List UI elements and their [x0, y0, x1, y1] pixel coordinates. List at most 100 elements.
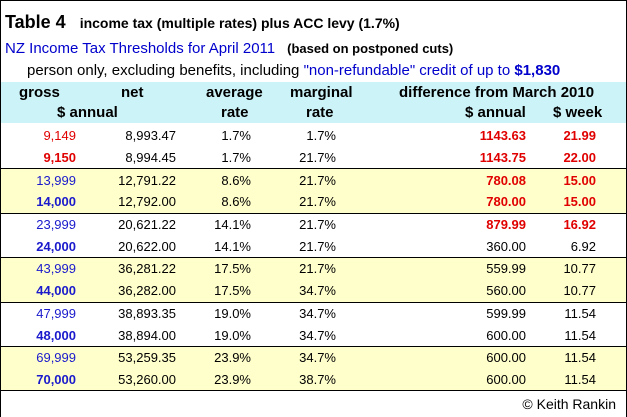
cell-gross: 9,150 — [1, 146, 76, 169]
cell-pad — [596, 191, 626, 214]
cell-average-rate: 19.0% — [176, 324, 251, 347]
table-subtitle: NZ Income Tax Thresholds for April 2011 — [5, 40, 276, 57]
cell-gross: 13,999 — [1, 168, 76, 192]
cell-diff-week: 10.77 — [526, 279, 596, 302]
cell-average-rate: 14.1% — [176, 212, 251, 236]
cell-diff-week: 15.00 — [526, 168, 596, 192]
header-marginal: marginal — [290, 84, 353, 101]
cell-pad — [596, 235, 626, 258]
cell-gross: 9,149 — [1, 125, 76, 147]
cell-diff-annual: 600.00 — [336, 368, 526, 391]
table-row: 9,150 8,994.45 1.7% 21.7% 1143.75 22.00 — [1, 146, 626, 169]
cell-net: 12,792.00 — [76, 191, 176, 214]
cell-marginal-rate: 21.7% — [251, 235, 336, 258]
cell-average-rate: 17.5% — [176, 257, 251, 280]
cell-diff-annual: 780.00 — [336, 191, 526, 214]
cell-diff-week: 16.92 — [526, 212, 596, 236]
cell-marginal-rate: 34.7% — [251, 301, 336, 325]
cell-diff-week: 11.54 — [526, 301, 596, 325]
cell-diff-annual: 879.99 — [336, 212, 526, 236]
cell-pad — [596, 212, 626, 236]
cell-diff-annual: 1143.75 — [336, 146, 526, 169]
cell-net: 38,893.35 — [76, 301, 176, 325]
table-row: 44,000 36,282.00 17.5% 34.7% 560.00 10.7… — [1, 279, 626, 302]
cell-average-rate: 8.6% — [176, 191, 251, 214]
cell-diff-week: 11.54 — [526, 368, 596, 391]
column-header: gross net $ annual average rate marginal… — [1, 82, 626, 123]
subtitle-note: (based on postponed cuts) — [287, 41, 454, 56]
cell-net: 20,622.00 — [76, 235, 176, 258]
cell-diff-week: 6.92 — [526, 235, 596, 258]
cell-gross: 24,000 — [1, 235, 76, 258]
cell-pad — [596, 279, 626, 302]
cell-diff-annual: 560.00 — [336, 279, 526, 302]
table-row: 14,000 12,792.00 8.6% 21.7% 780.00 15.00 — [1, 191, 626, 214]
cell-pad — [596, 168, 626, 192]
cell-marginal-rate: 34.7% — [251, 279, 336, 302]
cell-diff-week: 11.54 — [526, 324, 596, 347]
table-row: 70,000 53,260.00 23.9% 38.7% 600.00 11.5… — [1, 368, 626, 391]
cell-average-rate: 23.9% — [176, 368, 251, 391]
cell-gross: 69,999 — [1, 345, 76, 369]
cell-diff-week: 10.77 — [526, 257, 596, 280]
table-row: 43,999 36,281.22 17.5% 21.7% 559.99 10.7… — [1, 257, 626, 280]
cell-net: 12,791.22 — [76, 168, 176, 192]
table-row: 47,999 38,893.35 19.0% 34.7% 599.99 11.5… — [1, 301, 626, 325]
cell-gross: 47,999 — [1, 301, 76, 325]
scope-note-highlight: "non-refundable" credit of up to — [303, 62, 511, 79]
cell-net: 36,282.00 — [76, 279, 176, 302]
cell-average-rate: 1.7% — [176, 146, 251, 169]
cell-pad — [596, 125, 626, 147]
cell-gross: 44,000 — [1, 279, 76, 302]
scope-note-prefix: person only, excluding benefits, includi… — [27, 62, 300, 79]
cell-gross: 23,999 — [1, 212, 76, 236]
cell-diff-week: 15.00 — [526, 191, 596, 214]
cell-diff-annual: 559.99 — [336, 257, 526, 280]
table-row: 9,149 8,993.47 1.7% 1.7% 1143.63 21.99 — [1, 125, 626, 147]
cell-net: 38,894.00 — [76, 324, 176, 347]
cell-pad — [596, 345, 626, 369]
cell-pad — [596, 146, 626, 169]
header-difference: difference from March 2010 — [399, 84, 595, 101]
tax-table: 9,149 8,993.47 1.7% 1.7% 1143.63 21.99 9… — [1, 125, 626, 391]
cell-marginal-rate: 1.7% — [251, 125, 336, 147]
table-row: 48,000 38,894.00 19.0% 34.7% 600.00 11.5… — [1, 324, 626, 347]
cell-marginal-rate: 38.7% — [251, 368, 336, 391]
cell-net: 8,994.45 — [76, 146, 176, 169]
header-gross: gross — [19, 84, 60, 101]
header-average-rate: rate — [221, 104, 249, 121]
copyright-notice: © Keith Rankin — [522, 396, 616, 412]
header-average: average — [206, 84, 263, 101]
table-row: 24,000 20,622.00 14.1% 21.7% 360.00 6.92 — [1, 235, 626, 258]
cell-pad — [596, 324, 626, 347]
cell-marginal-rate: 21.7% — [251, 168, 336, 192]
scope-note: person only, excluding benefits, includi… — [27, 62, 560, 79]
header-annual: $ annual — [57, 104, 118, 121]
cell-average-rate: 19.0% — [176, 301, 251, 325]
cell-marginal-rate: 34.7% — [251, 345, 336, 369]
cell-diff-week: 11.54 — [526, 345, 596, 369]
cell-diff-annual: 1143.63 — [336, 125, 526, 147]
cell-marginal-rate: 21.7% — [251, 191, 336, 214]
cell-average-rate: 14.1% — [176, 235, 251, 258]
cell-pad — [596, 257, 626, 280]
cell-gross: 48,000 — [1, 324, 76, 347]
table-title-description: income tax (multiple rates) plus ACC lev… — [79, 15, 400, 31]
header-net: net — [121, 84, 144, 101]
scope-note-amount: $1,830 — [514, 62, 561, 79]
cell-gross: 43,999 — [1, 257, 76, 280]
table-row: 13,999 12,791.22 8.6% 21.7% 780.08 15.00 — [1, 168, 626, 192]
cell-diff-week: 22.00 — [526, 146, 596, 169]
table-row: 23,999 20,621.22 14.1% 21.7% 879.99 16.9… — [1, 212, 626, 236]
cell-marginal-rate: 21.7% — [251, 257, 336, 280]
cell-diff-annual: 780.08 — [336, 168, 526, 192]
cell-marginal-rate: 21.7% — [251, 146, 336, 169]
title-row: Table 4 income tax (multiple rates) plus… — [5, 7, 400, 33]
cell-net: 8,993.47 — [76, 125, 176, 147]
cell-net: 36,281.22 — [76, 257, 176, 280]
cell-net: 53,259.35 — [76, 345, 176, 369]
cell-net: 20,621.22 — [76, 212, 176, 236]
cell-diff-annual: 600.00 — [336, 324, 526, 347]
cell-marginal-rate: 21.7% — [251, 212, 336, 236]
cell-average-rate: 8.6% — [176, 168, 251, 192]
